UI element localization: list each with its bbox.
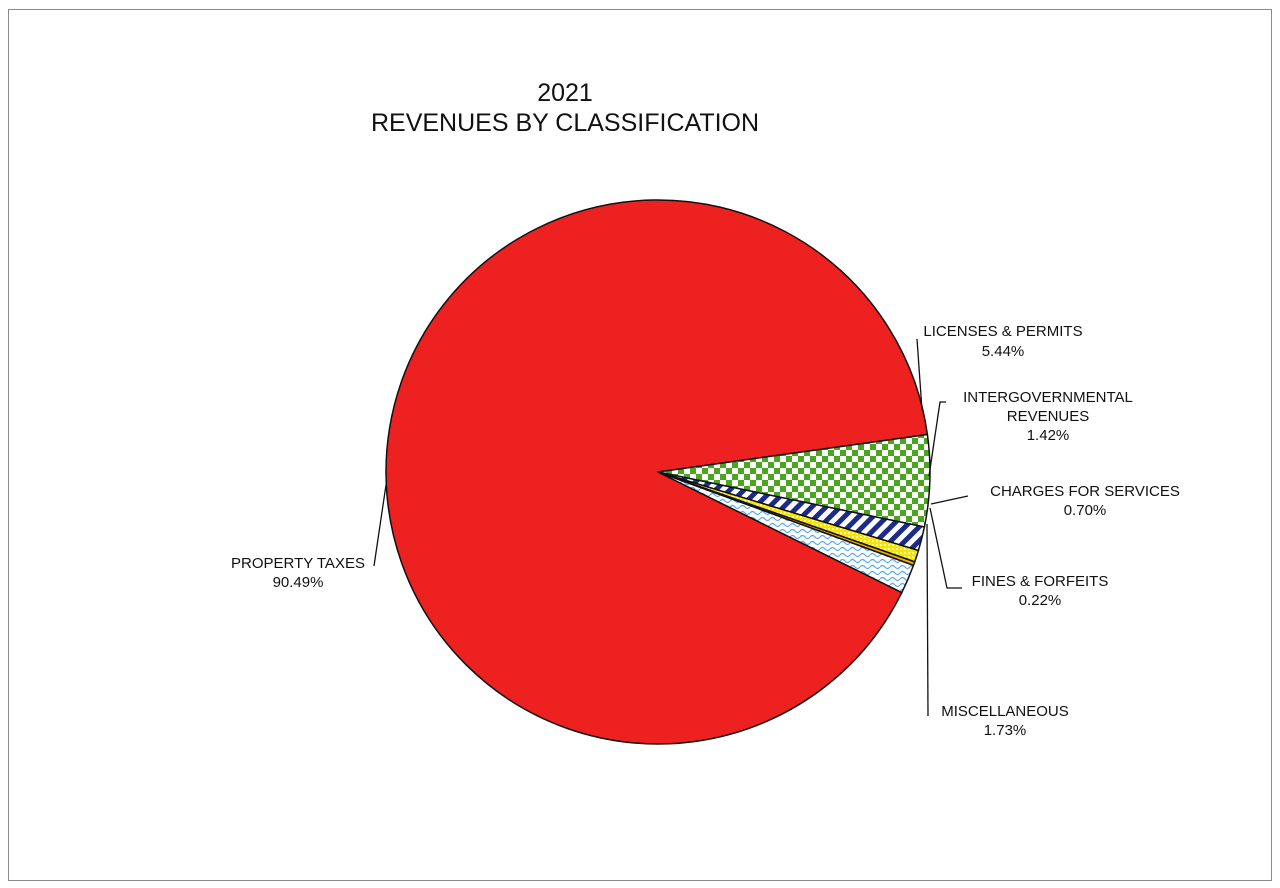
slice-name-label-charges-for-services: CHARGES FOR SERVICES (990, 483, 1180, 500)
slice-name-label-licenses-and-permits: LICENSES & PERMITS (923, 323, 1082, 340)
chart-title-year: 2021 (537, 79, 593, 107)
slice-name-label-property-taxes: PROPERTY TAXES (231, 555, 365, 572)
slice-name-label-intergovernmental-revenues-line2: REVENUES (1007, 408, 1090, 425)
pie-slice-miscellaneous (657, 471, 915, 594)
slice-value-label-licenses-and-permits: 5.44% (982, 343, 1025, 360)
pie-slice-property-taxes (385, 199, 929, 745)
slice-value-label-miscellaneous: 1.73% (984, 722, 1027, 739)
chart-title-main: REVENUES BY CLASSIFICATION (370, 109, 760, 137)
slice-value-label-intergovernmental-revenues: 1.42% (1027, 427, 1070, 444)
leader-line-charges-for-services (930, 495, 969, 505)
slice-name-label-fines-and-forfeits: FINES & FORFEITS (972, 573, 1109, 590)
leader-line-fines-and-forfeits (929, 507, 962, 589)
slice-value-label-property-taxes: 90.49% (273, 574, 324, 591)
slice-name-label-miscellaneous: MISCELLANEOUS (941, 703, 1069, 720)
slice-name-label-intergovernmental-revenues-line1: INTERGOVERNMENTAL (963, 389, 1133, 406)
leader-line-licenses-and-permits (916, 338, 923, 411)
leader-line-miscellaneous (926, 523, 929, 717)
slice-value-label-fines-and-forfeits: 0.22% (1019, 592, 1062, 609)
chart-title: 2021 REVENUES BY CLASSIFICATION (340, 78, 790, 138)
slice-value-label-charges-for-services: 0.70% (1064, 502, 1107, 519)
leader-line-property-taxes (373, 484, 387, 567)
leader-line-intergovernmental-revenues (928, 401, 946, 477)
